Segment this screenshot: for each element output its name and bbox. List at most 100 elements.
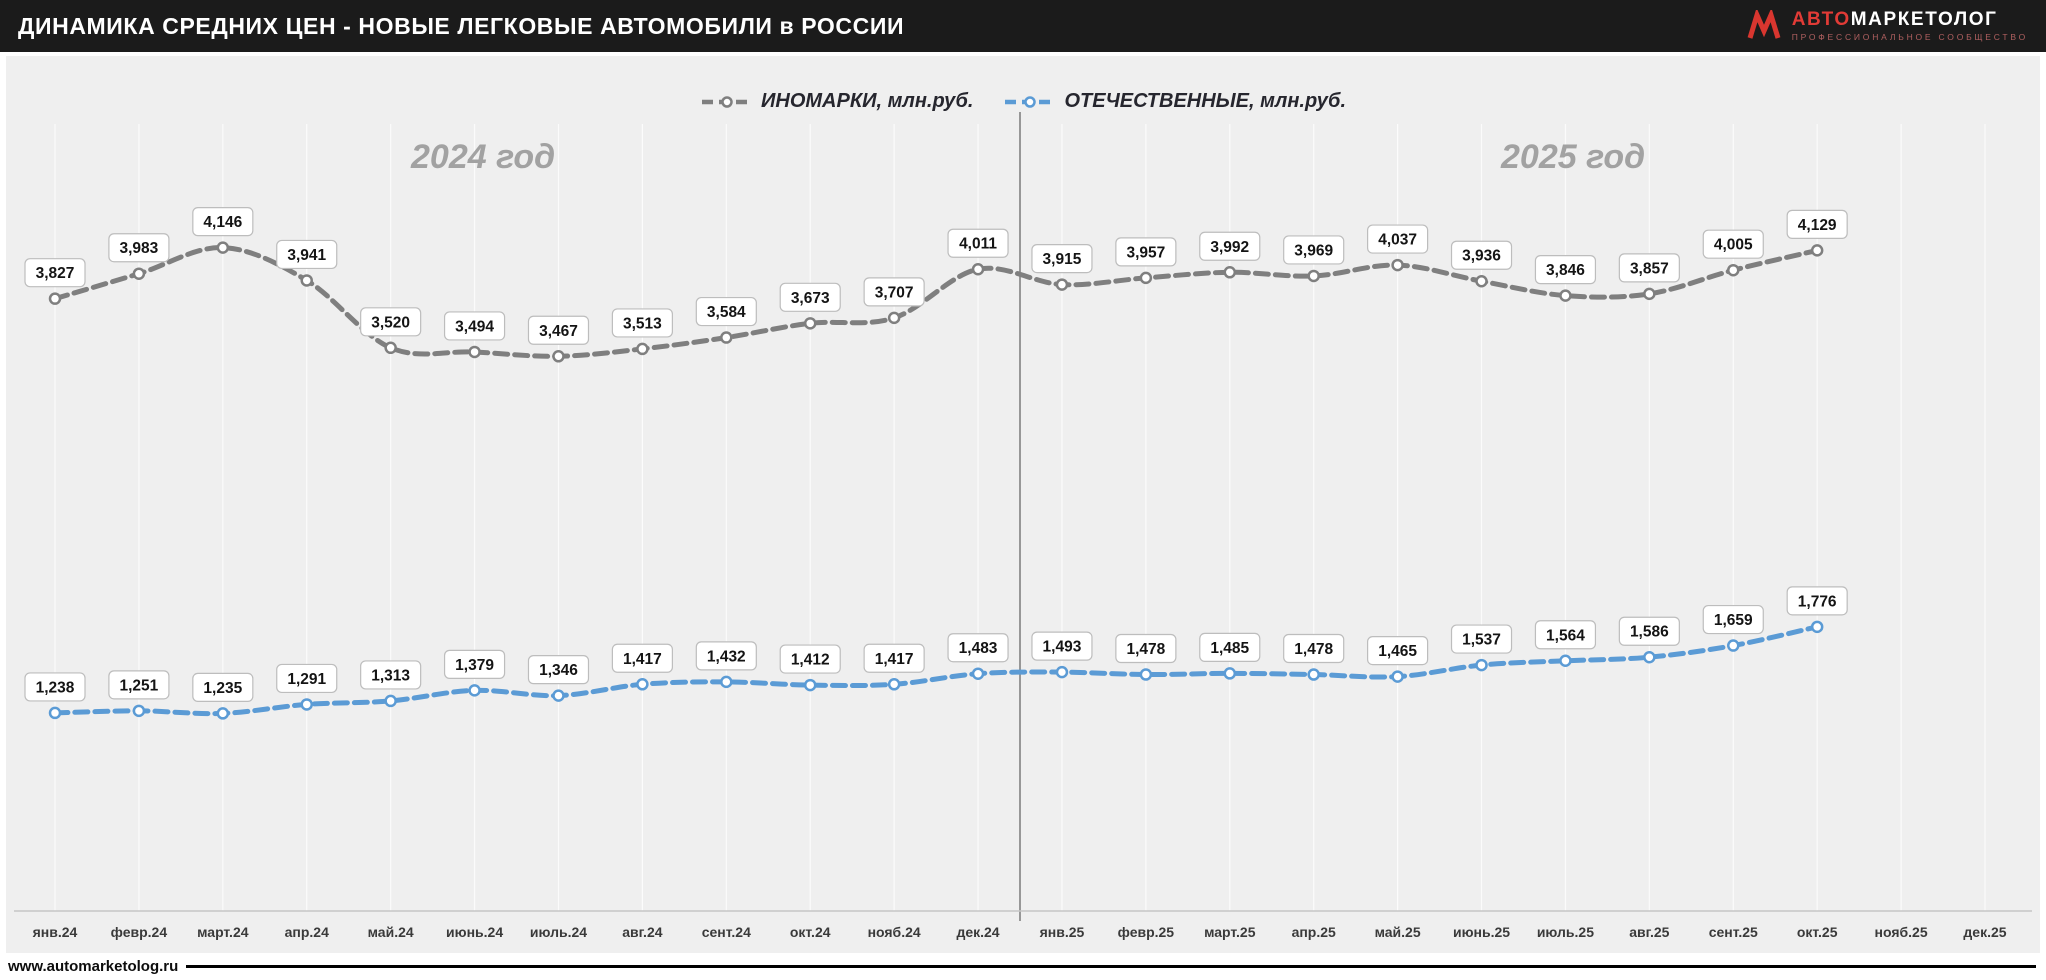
data-label: 1,483 xyxy=(959,640,998,657)
data-label: 1,291 xyxy=(287,671,326,688)
data-label: 3,936 xyxy=(1462,248,1501,265)
data-label-box xyxy=(1031,631,1093,661)
data-label: 3,827 xyxy=(36,265,75,282)
x-axis-label: июль.25 xyxy=(1537,924,1594,940)
data-label-box xyxy=(779,282,841,312)
x-axis-label: авг.24 xyxy=(622,924,662,940)
data-label-box xyxy=(1115,633,1177,664)
year-label-2024: 2024 год xyxy=(411,138,556,176)
website-link[interactable]: www.automarketolog.ru xyxy=(8,958,179,975)
data-point xyxy=(1643,287,1656,301)
legend-item-inomarki: ИНОМАРКИ, млн.руб. xyxy=(700,90,973,113)
logo-text: АВТОМАРКЕТОЛОГ ПРОФЕССИОНАЛЬНОЕ СООБЩЕСТ… xyxy=(1792,10,2028,42)
data-point xyxy=(132,267,146,280)
x-axis-label: июнь.24 xyxy=(446,924,503,940)
logo-m-icon xyxy=(1747,10,1781,39)
data-label: 1,235 xyxy=(203,680,242,697)
logo-brand-red: АВТО xyxy=(1791,9,1851,30)
data-point xyxy=(887,311,901,325)
data-label: 1,379 xyxy=(455,657,494,674)
data-label: 3,915 xyxy=(1043,251,1082,268)
data-label-box xyxy=(360,660,422,690)
x-axis-label: июль.24 xyxy=(530,924,587,940)
x-axis-label: май.25 xyxy=(1375,924,1421,940)
data-label-box xyxy=(1534,255,1597,285)
data-label: 3,673 xyxy=(791,290,830,307)
x-axis-label: дек.24 xyxy=(956,924,999,940)
data-label-box xyxy=(1199,231,1261,261)
data-point xyxy=(720,331,733,344)
data-label-box xyxy=(1702,604,1764,635)
data-label-box xyxy=(108,233,170,263)
data-point xyxy=(1307,668,1320,681)
data-label: 1,776 xyxy=(1798,593,1837,610)
data-label-box xyxy=(1786,586,1848,616)
data-label-box xyxy=(192,207,254,237)
x-axis-label: июнь.25 xyxy=(1453,924,1510,940)
x-axis-label: янв.24 xyxy=(33,924,78,940)
data-label-box xyxy=(527,315,590,345)
data-point xyxy=(1559,289,1572,302)
data-point xyxy=(1223,667,1237,680)
footer: www.automarketolog.ru xyxy=(0,953,2046,980)
data-point xyxy=(1307,269,1320,283)
series-line xyxy=(52,624,1820,717)
x-axis-label: янв.25 xyxy=(1040,924,1085,940)
data-label: 1,659 xyxy=(1714,612,1753,629)
data-label: 3,846 xyxy=(1546,262,1585,279)
data-label: 1,465 xyxy=(1378,643,1417,660)
x-axis-label: окт.25 xyxy=(1797,924,1838,940)
x-axis-label: февр.24 xyxy=(111,924,168,940)
data-label: 3,992 xyxy=(1210,239,1249,256)
data-label: 1,238 xyxy=(36,679,75,696)
logo-brand-white: МАРКЕТОЛОГ xyxy=(1850,9,1998,30)
data-point xyxy=(552,350,565,363)
data-point xyxy=(803,317,817,330)
data-label: 3,857 xyxy=(1630,260,1669,277)
x-axis-label: апр.24 xyxy=(285,924,329,940)
data-label: 3,513 xyxy=(623,315,662,332)
data-point xyxy=(216,707,230,720)
data-point xyxy=(1475,658,1488,672)
data-point xyxy=(636,342,649,356)
data-label-box xyxy=(1450,240,1513,270)
title-bar: ДИНАМИКА СРЕДНИХ ЦЕН - НОВЫЕ ЛЕГКОВЫЕ АВ… xyxy=(0,0,2046,52)
data-label-box xyxy=(1199,632,1261,663)
data-label: 1,417 xyxy=(875,651,914,668)
data-point xyxy=(720,675,733,689)
data-point xyxy=(1139,668,1153,681)
data-point xyxy=(1139,271,1153,285)
data-label: 3,707 xyxy=(875,284,914,301)
data-point xyxy=(1391,670,1404,683)
data-label-box xyxy=(360,307,422,337)
data-label: 3,584 xyxy=(707,304,746,321)
x-axis-label: нояб.24 xyxy=(868,924,921,940)
chart-panel: ИНОМАРКИ, млн.руб. ОТЕЧЕСТВЕННЫЕ, млн.ру… xyxy=(6,56,2040,953)
data-label-box xyxy=(108,670,170,700)
data-label-box xyxy=(443,311,506,341)
data-point xyxy=(1727,639,1740,652)
data-point xyxy=(1223,266,1237,279)
data-label: 1,251 xyxy=(120,677,159,694)
data-label-box xyxy=(863,643,925,673)
data-label: 4,011 xyxy=(959,236,997,253)
data-point xyxy=(971,667,985,680)
data-label: 1,586 xyxy=(1630,624,1669,641)
data-label-box xyxy=(1534,620,1597,650)
x-axis-label: февр.25 xyxy=(1118,924,1175,940)
data-label: 3,969 xyxy=(1294,242,1333,259)
chart-svg: янв.24 февр.24 март.24 апр.24 май.24 июнь.24 и… xyxy=(14,112,2032,940)
data-label-box xyxy=(1786,209,1848,239)
data-point xyxy=(216,241,230,254)
legend-marker-blue-icon xyxy=(1005,95,1056,108)
data-label: 4,037 xyxy=(1378,232,1417,249)
data-label-box xyxy=(1283,235,1345,265)
data-label: 3,957 xyxy=(1126,244,1165,261)
data-label-box xyxy=(24,672,86,702)
data-label-box xyxy=(695,641,757,671)
x-axis-label: сент.25 xyxy=(1709,924,1758,940)
data-label: 1,417 xyxy=(623,651,662,668)
data-label-box xyxy=(24,258,86,288)
data-label: 1,493 xyxy=(1043,639,1082,656)
data-label-box xyxy=(1283,633,1345,664)
